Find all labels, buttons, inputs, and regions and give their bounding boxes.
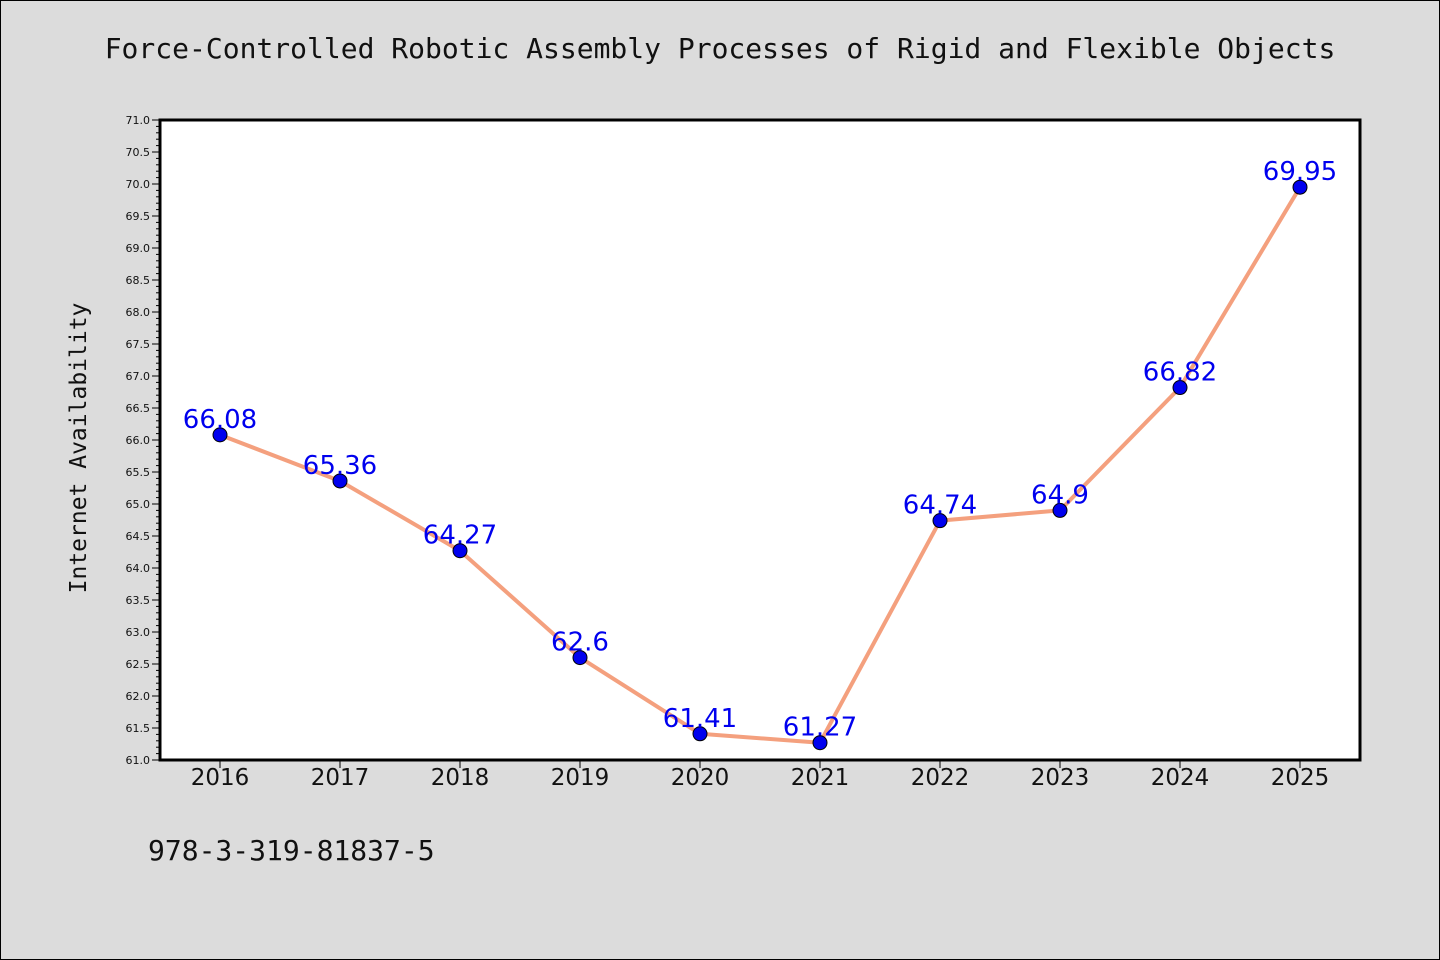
isbn-text: 978-3-319-81837-5: [148, 834, 435, 867]
x-axis-ticks: 2016 2017 2018 2019 2020 2021 2022 2023 2024 2025: [191, 760, 1330, 791]
data-point: [692, 726, 708, 742]
data-point: [1052, 502, 1068, 518]
x-tick-label: 2023: [1031, 765, 1090, 791]
x-tick-label: 2020: [671, 765, 730, 791]
x-tick-label: 2017: [311, 765, 370, 791]
x-tick-label: 2016: [191, 765, 250, 791]
y-tick-label: 64.0: [126, 562, 151, 575]
series-line: [218, 185, 1302, 745]
x-tick-label: 2022: [911, 765, 970, 791]
y-tick-label: 69.5: [126, 210, 151, 223]
y-axis-ticks: 61.0 61.5 62.0 62.5 63.0 63.5 64.0 64.5 65.0 65.5…: [126, 114, 160, 767]
data-label: 62.6: [551, 628, 609, 658]
y-tick-label: 62.0: [126, 690, 151, 703]
data-label: 65.36: [303, 451, 377, 481]
y-tick-label: 66.0: [126, 434, 151, 447]
y-tick-label: 65.0: [126, 498, 151, 511]
data-label: 61.41: [663, 704, 737, 734]
y-tick-label: 68.5: [126, 274, 151, 287]
data-point: [812, 735, 828, 751]
data-label: 66.82: [1143, 358, 1217, 388]
y-tick-label: 70.5: [126, 146, 151, 159]
data-point: [1292, 179, 1308, 195]
data-point: [452, 543, 468, 559]
y-tick-label: 71.0: [126, 114, 151, 127]
y-tick-label: 66.5: [126, 402, 151, 415]
data-point: [572, 650, 588, 666]
y-tick-label: 63.5: [126, 594, 151, 607]
y-tick-label: 61.0: [126, 754, 151, 767]
data-label: 64.27: [423, 521, 497, 551]
y-tick-label: 64.5: [126, 530, 151, 543]
data-point: [932, 513, 948, 529]
y-tick-label: 62.5: [126, 658, 151, 671]
data-point: [1172, 380, 1188, 396]
x-tick-label: 2019: [551, 765, 610, 791]
y-tick-label: 67.0: [126, 370, 151, 383]
x-tick-label: 2018: [431, 765, 490, 791]
y-axis-label: Internet Availability: [66, 303, 92, 594]
x-tick-label: 2025: [1271, 765, 1330, 791]
data-point: [332, 473, 348, 489]
data-label: 69.95: [1263, 157, 1337, 187]
plot-border: [158, 118, 1362, 762]
data-label: 66.08: [183, 405, 257, 435]
y-tick-label: 63.0: [126, 626, 151, 639]
plot-area: [160, 120, 1360, 760]
data-labels: 66.08 65.36 64.27 62.6 61.41 61.27 64.74 64.9 66…: [183, 157, 1337, 743]
y-tick-label: 67.5: [126, 338, 151, 351]
data-label: 64.9: [1031, 480, 1089, 510]
y-tick-label: 68.0: [126, 306, 151, 319]
data-label: 61.27: [783, 713, 857, 743]
series-line-group: [218, 185, 1302, 745]
x-tick-label: 2024: [1151, 765, 1210, 791]
series-markers: [212, 179, 1308, 751]
x-tick-label: 2021: [791, 765, 850, 791]
y-tick-label: 65.5: [126, 466, 151, 479]
data-point: [212, 427, 228, 443]
chart-title: Force-Controlled Robotic Assembly Proces…: [104, 32, 1336, 65]
data-label: 64.74: [903, 491, 977, 521]
y-tick-label: 69.0: [126, 242, 151, 255]
y-tick-label: 61.5: [126, 722, 151, 735]
y-tick-label: 70.0: [126, 178, 151, 191]
